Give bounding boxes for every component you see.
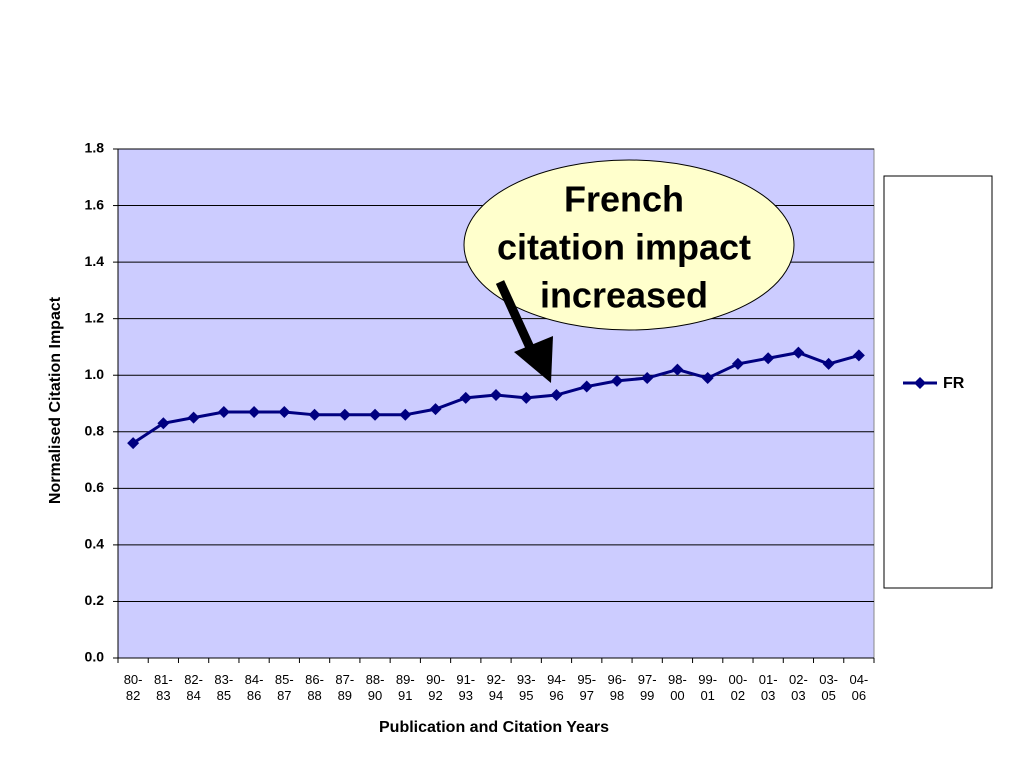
x-tick-label: 87-89 [335,672,355,703]
y-tick-label: 1.0 [85,366,105,382]
data-point [852,349,865,362]
data-point [731,357,744,370]
x-tick-label: 04-06 [849,672,869,703]
x-tick-label: 00-02 [728,672,748,703]
x-tick-label: 93-95 [516,672,536,703]
data-point [490,389,502,402]
y-tick-label: 0.4 [85,536,105,552]
callout-text: French [564,179,684,220]
x-tick-label: 94-96 [547,672,566,703]
x-tick-label: 02-03 [788,672,808,703]
callout-arrow-head [514,336,553,383]
data-point [127,437,140,450]
legend-label: FR [943,375,965,392]
data-point [550,389,563,402]
data-point [399,408,412,421]
y-tick-label: 0.2 [85,592,105,608]
x-tick-label: 83-85 [214,672,234,703]
callout-text: citation impact [497,227,751,268]
legend-marker [914,377,926,389]
x-tick-label: 01-03 [758,672,778,703]
y-axis-title: Normalised Citation Impact [47,296,64,504]
x-tick-label: 98-00 [668,672,687,703]
data-point [671,363,684,376]
legend-box [883,175,993,589]
x-tick-label: 91-93 [456,672,476,703]
data-point [822,357,835,370]
data-point [701,372,714,385]
data-point [520,391,533,404]
x-tick-label: 80-82 [123,672,143,703]
data-point [369,408,382,421]
x-tick-label: 96-98 [607,672,627,703]
y-tick-label: 1.4 [85,253,105,269]
callout-bubble [463,159,795,331]
data-point [792,346,805,359]
data-point [338,408,351,421]
x-tick-label: 88-90 [365,672,385,703]
data-point [187,411,200,424]
data-point [217,405,230,418]
y-tick-label: 0.0 [85,649,105,665]
x-tick-label: 97-99 [637,672,657,703]
x-tick-label: 84-86 [244,672,264,703]
x-tick-label: 92-94 [486,672,506,703]
data-point [429,403,442,416]
x-tick-label: 95-97 [577,672,597,703]
data-point [610,374,623,387]
data-point [248,405,261,418]
x-tick-label: 03-05 [819,672,839,703]
y-tick-label: 1.8 [85,140,105,156]
data-point [580,380,593,393]
data-point [641,372,654,385]
x-tick-label: 81-83 [153,672,173,703]
y-tick-label: 1.2 [85,309,105,325]
x-tick-label: 82-84 [184,672,203,703]
callout-arrow-shaft [495,280,537,354]
x-tick-label: 99-01 [698,672,718,703]
callout-text: increased [540,275,708,316]
x-tick-label: 89-91 [395,672,415,703]
x-tick-label: 85-87 [274,672,294,703]
y-tick-label: 0.8 [85,422,105,438]
x-tick-label: 90-92 [426,672,445,703]
data-point [459,391,472,404]
data-point [308,408,321,421]
x-tick-label: 86-88 [305,672,324,703]
x-axis-title: Publication and Citation Years [379,719,609,736]
y-tick-label: 1.6 [85,196,105,212]
data-point [157,417,170,430]
data-point [762,352,775,365]
data-point [278,405,291,418]
y-tick-label: 0.6 [85,479,105,495]
